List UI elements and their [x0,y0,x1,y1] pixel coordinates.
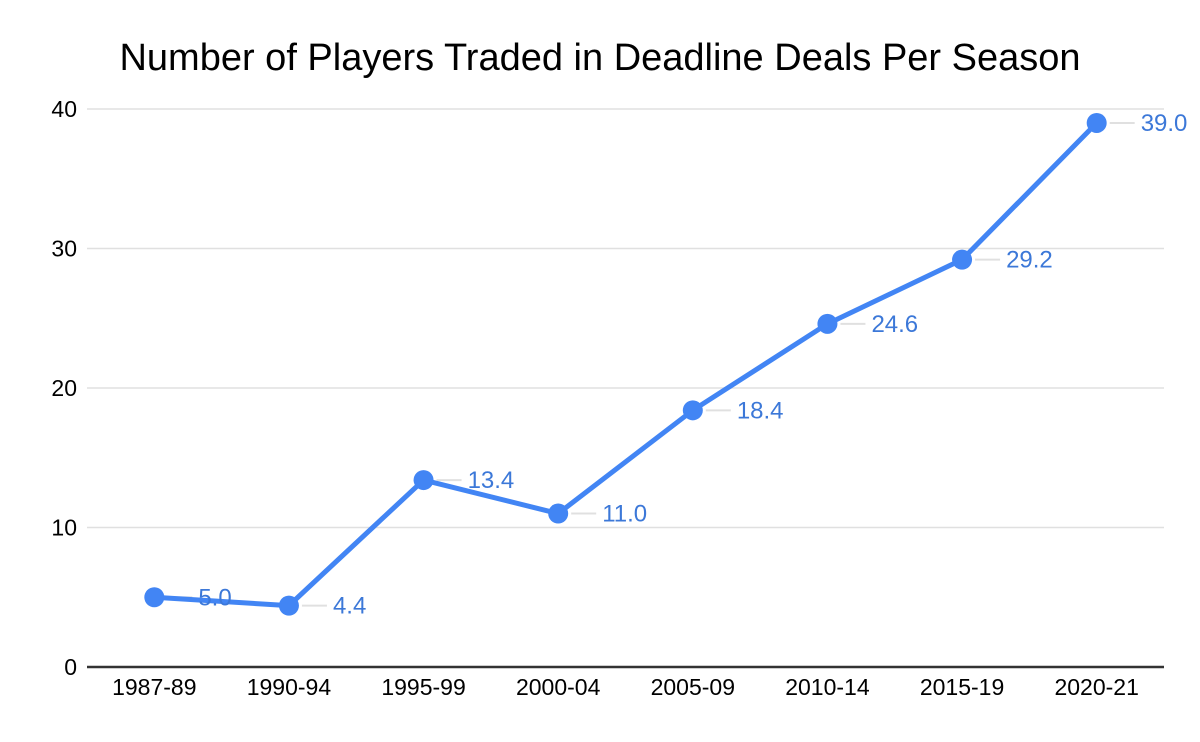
x-tick-label-2020-21: 2020-21 [1054,674,1138,700]
x-axis-tick-labels: 1987-89 1990-94 1995-99 2000-04 2005-09 2010-… [112,674,1139,700]
data-point-1987-89 [144,587,165,608]
y-tick-label-10: 10 [51,515,77,541]
data-label-2000-04: 11.0 [602,501,647,528]
data-point-2000-04 [548,503,569,524]
x-tick-label-2000-04: 2000-04 [516,674,601,700]
data-label-leaders [167,121,1135,607]
data-point-2020-21 [1086,112,1107,133]
gridlines [87,108,1164,529]
data-label-2020-21: 39.0 [1141,110,1188,137]
x-tick-label-1995-99: 1995-99 [381,674,465,700]
data-point-2005-09 [682,400,703,421]
data-label-group: 5.0 4.4 13.4 11.0 18.4 24.6 29.2 39.0 [198,110,1187,620]
data-point-group [144,112,1107,616]
data-label-2010-14: 24.6 [871,311,918,338]
x-tick-label-2015-19: 2015-19 [920,674,1004,700]
data-point-2015-19 [952,249,973,270]
x-tick-label-2010-14: 2010-14 [785,674,870,700]
series-line-group [151,120,1100,609]
y-tick-label-20: 20 [51,375,77,401]
x-tick-label-1987-89: 1987-89 [112,674,196,700]
data-label-1987-89: 5.0 [198,584,231,611]
data-label-1995-99: 13.4 [468,467,515,494]
y-tick-label-40: 40 [51,96,77,122]
series-line [151,120,1100,609]
data-point-1995-99 [413,470,434,491]
y-tick-label-0: 0 [64,654,77,680]
data-point-2010-14 [817,313,838,334]
data-label-2005-09: 18.4 [737,397,784,424]
y-axis-tick-labels: 0 10 20 30 40 [51,96,77,680]
x-tick-label-2005-09: 2005-09 [651,674,735,700]
chart-title: Number of Players Traded in Deadline Dea… [119,37,1080,79]
data-point-1990-94 [278,595,299,616]
data-label-2015-19: 29.2 [1006,247,1053,274]
data-label-1990-94: 4.4 [333,593,366,620]
x-tick-label-1990-94: 1990-94 [247,674,332,700]
y-tick-label-30: 30 [51,236,77,262]
